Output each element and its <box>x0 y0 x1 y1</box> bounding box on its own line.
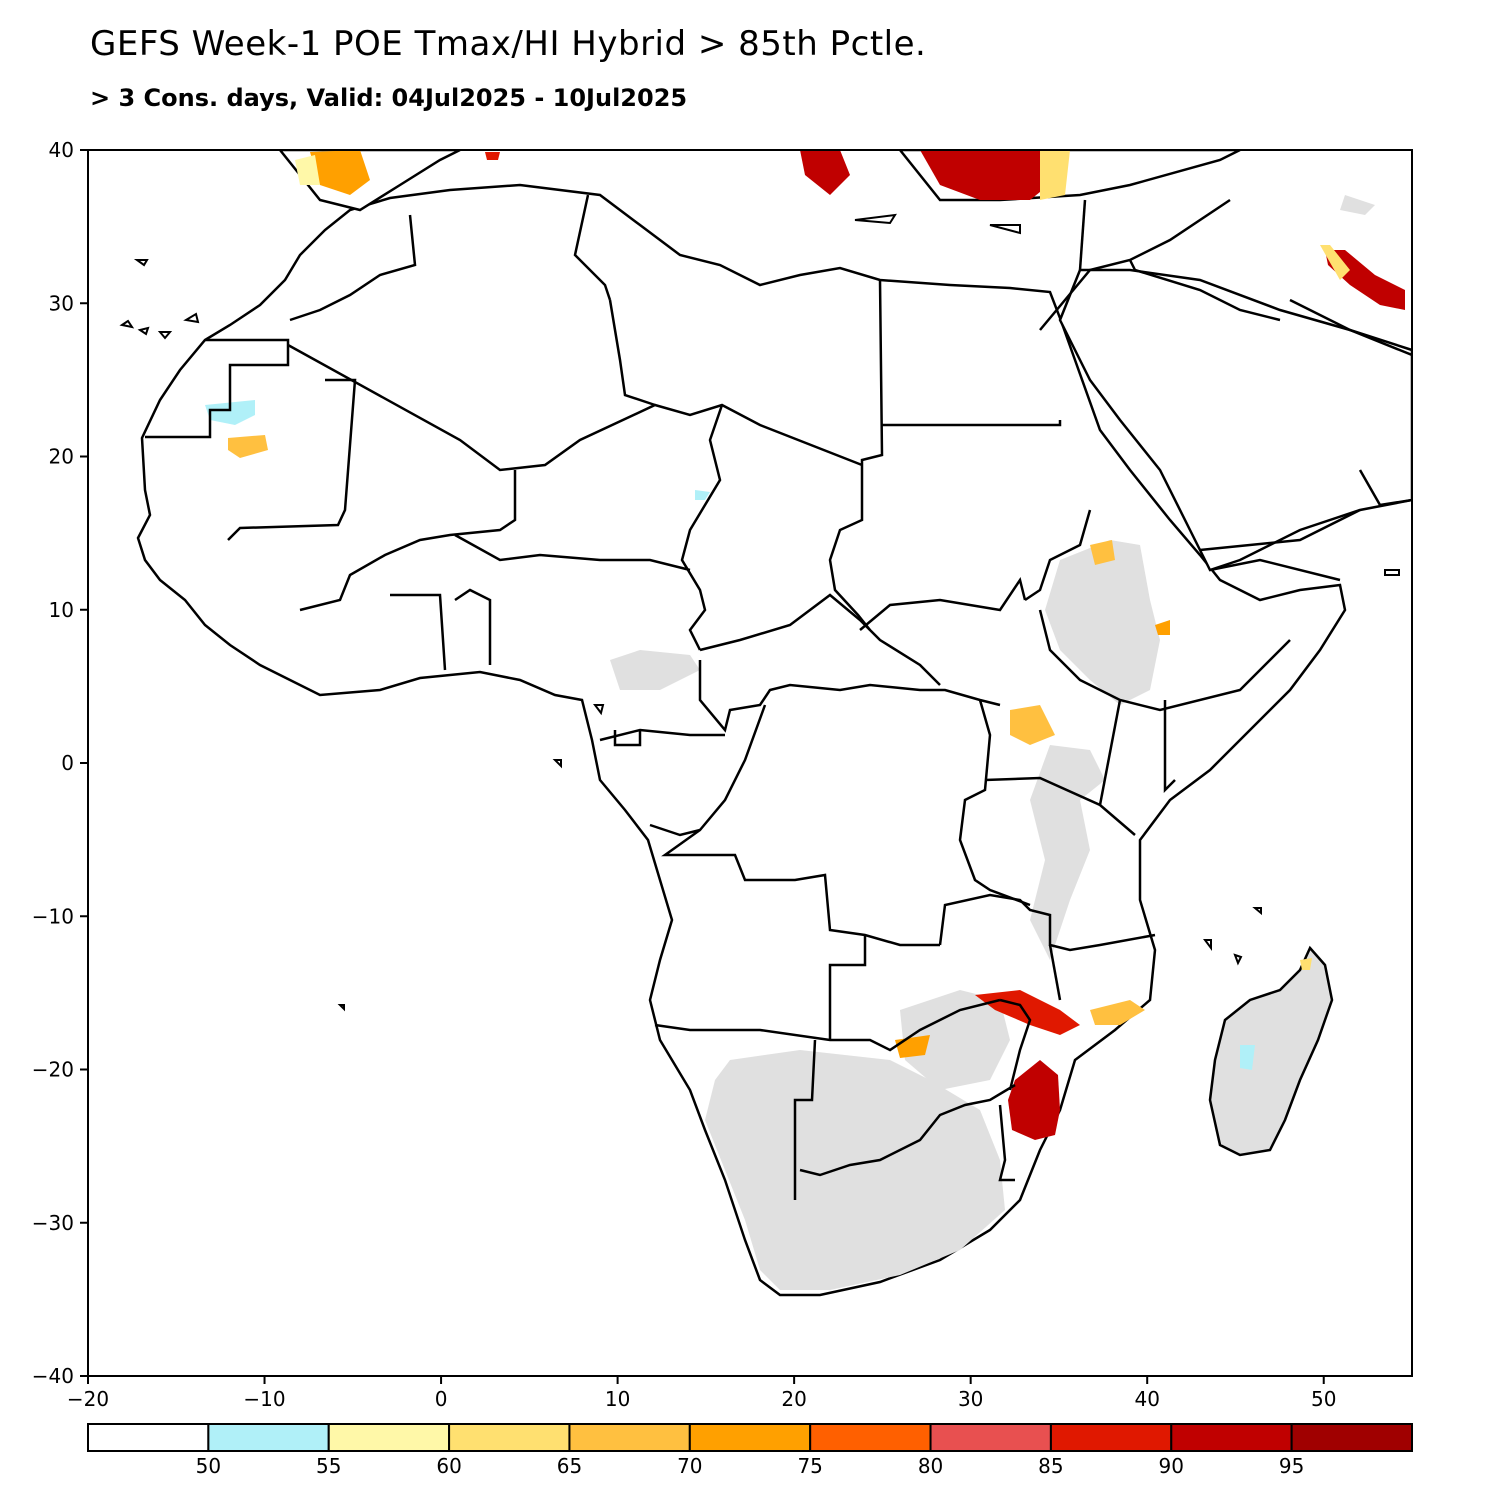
colorbar-swatch <box>1049 1423 1173 1452</box>
y-tick-label: −10 <box>32 904 74 928</box>
colorbar-swatch <box>568 1423 691 1452</box>
islands <box>119 213 1400 1012</box>
colorbar-label: 60 <box>436 1454 461 1478</box>
y-axis: 40 30 20 10 0 −10 −20 −30 −40 <box>32 138 88 1388</box>
map-area <box>119 150 1412 1297</box>
y-tick-label: −40 <box>32 1364 74 1388</box>
arabia-landmass <box>1058 268 1412 572</box>
x-tick-label: 40 <box>1134 1387 1159 1411</box>
colorbar-swatch <box>1170 1423 1293 1452</box>
colorbar-swatch <box>448 1423 571 1452</box>
y-tick-label: 10 <box>49 598 74 622</box>
y-tick-label: 0 <box>61 751 74 775</box>
map-subtitle: > 3 Cons. days, Valid: 04Jul2025 - 10Jul… <box>90 84 688 112</box>
colorbar-swatch <box>929 1423 1052 1452</box>
y-tick-label: −30 <box>32 1211 74 1235</box>
x-axis: −20 −10 0 10 20 30 40 50 <box>67 1376 1336 1411</box>
x-tick-label: 10 <box>605 1387 630 1411</box>
x-tick-label: 20 <box>781 1387 806 1411</box>
colorbar-swatch <box>1290 1423 1413 1452</box>
x-tick-label: 0 <box>435 1387 448 1411</box>
country-borders <box>145 194 1412 1200</box>
x-tick-label: −20 <box>67 1387 109 1411</box>
colorbar-label: 90 <box>1159 1454 1184 1478</box>
colorbar-label: 70 <box>677 1454 702 1478</box>
shaded-regions <box>610 195 1375 1290</box>
colorbar-label: 95 <box>1279 1454 1304 1478</box>
colorbar-label: 80 <box>918 1454 943 1478</box>
y-tick-label: −20 <box>32 1058 74 1082</box>
y-tick-label: 40 <box>49 138 74 162</box>
y-tick-label: 20 <box>49 445 74 469</box>
colorbar-swatch <box>207 1423 330 1452</box>
x-tick-label: 30 <box>958 1387 983 1411</box>
madagascar-outline <box>1208 945 1334 1157</box>
colorbar-label: 75 <box>797 1454 822 1478</box>
hotspot-mozambique <box>1008 1060 1060 1140</box>
x-tick-label: 50 <box>1311 1387 1336 1411</box>
y-tick-label: 30 <box>49 291 74 315</box>
map-title: GEFS Week-1 POE Tmax/HI Hybrid > 85th Pc… <box>90 24 927 64</box>
colorbar: 50 55 60 65 70 75 80 85 90 95 <box>87 1423 1413 1478</box>
colorbar-swatch <box>87 1423 210 1452</box>
colorbar-swatch <box>688 1423 812 1452</box>
colorbar-label: 50 <box>196 1454 221 1478</box>
colorbar-label: 85 <box>1038 1454 1063 1478</box>
colorbar-swatch <box>809 1423 932 1452</box>
hot-spots <box>205 150 1405 1140</box>
colorbar-label: 65 <box>557 1454 582 1478</box>
colorbar-swatch <box>327 1423 451 1452</box>
colorbar-label: 55 <box>316 1454 341 1478</box>
x-tick-label: −10 <box>243 1387 285 1411</box>
